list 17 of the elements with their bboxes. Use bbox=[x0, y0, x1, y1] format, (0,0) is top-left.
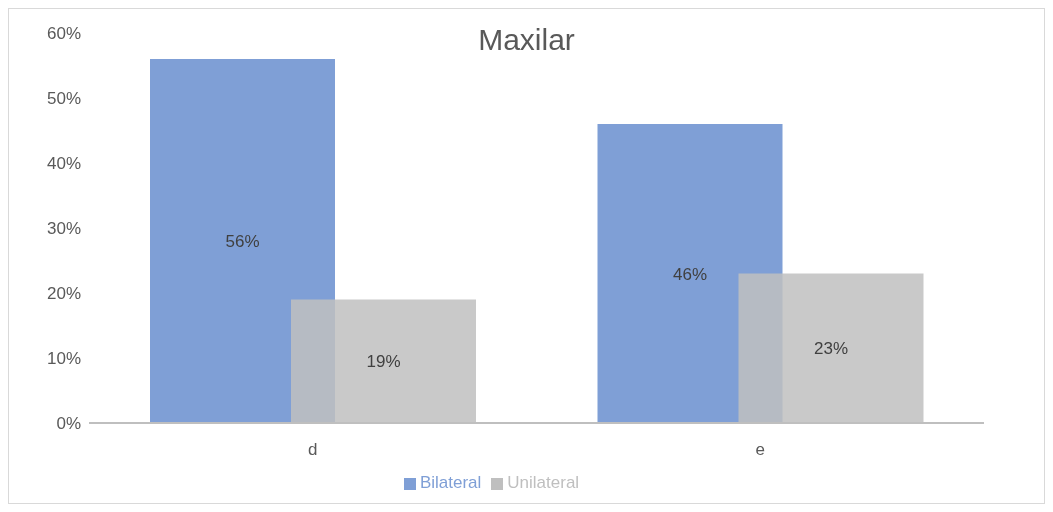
y-tick-label: 20% bbox=[46, 284, 81, 304]
legend-label: Bilateral bbox=[419, 473, 482, 492]
y-tick-label: 40% bbox=[46, 154, 81, 174]
y-tick-label: 0% bbox=[56, 414, 81, 434]
data-label: 56% bbox=[225, 232, 260, 251]
y-tick-label: 30% bbox=[46, 219, 81, 239]
chart-title: Maxilar bbox=[478, 23, 575, 56]
data-label: 46% bbox=[672, 264, 708, 284]
x-tick-label: e bbox=[755, 440, 765, 460]
data-label: 23% bbox=[813, 339, 849, 359]
data-label: 19% bbox=[366, 352, 401, 372]
legend-label: Unilateral bbox=[507, 473, 580, 492]
x-tick-label: d bbox=[308, 440, 318, 460]
y-tick-label: 10% bbox=[46, 349, 81, 369]
y-tick-label: 50% bbox=[46, 89, 81, 109]
bar bbox=[150, 59, 335, 423]
y-tick-label: 60% bbox=[46, 24, 81, 44]
